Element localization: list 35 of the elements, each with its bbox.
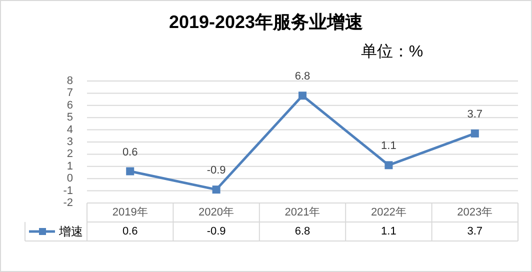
data-label: 1.1 (381, 226, 396, 238)
text: 单位：% (360, 42, 424, 60)
annotation: 6.8 (294, 70, 310, 83)
legend-label: 增速 (58, 224, 83, 238)
y-tick-label: -2 (63, 197, 73, 209)
data-label: -0.9 (206, 226, 226, 238)
annotation: -0.9 (206, 164, 226, 177)
data-label: 3.7 (467, 226, 483, 238)
point (212, 186, 220, 194)
point (470, 129, 479, 138)
x-tick-label: 2019年 (112, 206, 148, 218)
point (298, 92, 306, 100)
y-tick-label: 7 (66, 87, 73, 100)
y-tick-label: 6 (66, 99, 73, 112)
chart-title: 2019-2023年服务业增速 (168, 12, 364, 32)
y-tick-label: 4 (66, 124, 73, 136)
data-label: 0.6 (122, 226, 138, 238)
annotation: 1.1 (381, 140, 396, 152)
y-tick-label: 0 (66, 172, 73, 185)
x-tick-label: 2023年 (457, 206, 493, 218)
y-tick-label: 3 (66, 136, 73, 148)
y-tick-label: 8 (66, 75, 73, 87)
y-tick-label: -1 (63, 184, 73, 197)
annotation: 0.6 (122, 146, 138, 158)
y-tick-label: 1 (66, 160, 73, 172)
x-tick-label: 2021年 (284, 206, 320, 218)
point (384, 161, 393, 170)
data-label: 6.8 (294, 226, 310, 238)
x-tick-label: 2020年 (198, 206, 234, 218)
legend: 增速 (29, 224, 83, 238)
point (126, 167, 134, 176)
y-tick-label: 5 (66, 112, 73, 124)
x-tick-label: 2022年 (370, 206, 406, 218)
annotation: 3.7 (467, 108, 483, 120)
y-tick-label: 2 (66, 148, 73, 160)
